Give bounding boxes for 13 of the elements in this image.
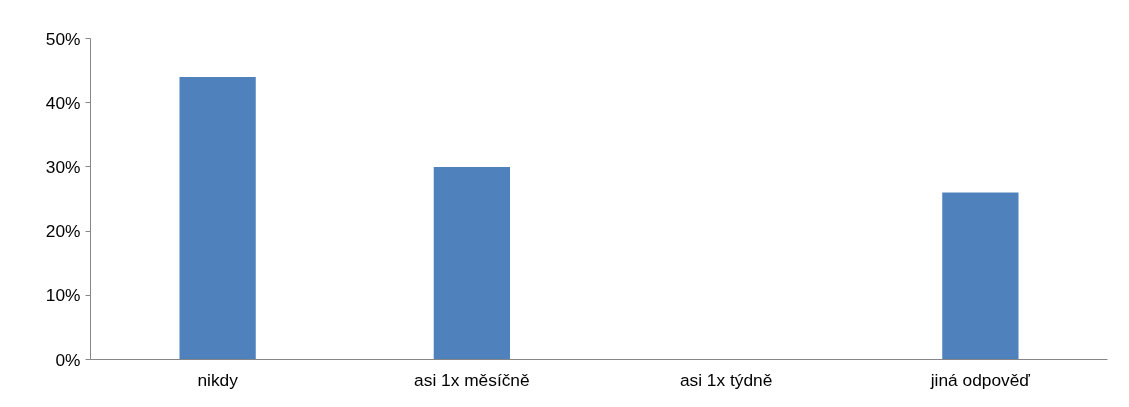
- y-tick-label: 30%: [45, 156, 81, 177]
- x-tick-label: asi 1x týdně: [679, 369, 773, 390]
- x-tick-label: asi 1x měsíčně: [414, 369, 530, 390]
- x-tick-label: nikdy: [197, 369, 239, 390]
- x-tick-label: jiná odpověď: [929, 369, 1031, 390]
- y-tick-label: 50%: [45, 28, 81, 49]
- y-tick-label: 10%: [45, 285, 81, 306]
- bar: [942, 192, 1019, 360]
- bar: [433, 166, 511, 360]
- y-tick-label: 0%: [55, 349, 81, 370]
- bar: [179, 77, 256, 360]
- y-tick-label: 40%: [45, 92, 81, 113]
- y-tick-label: 20%: [45, 221, 81, 242]
